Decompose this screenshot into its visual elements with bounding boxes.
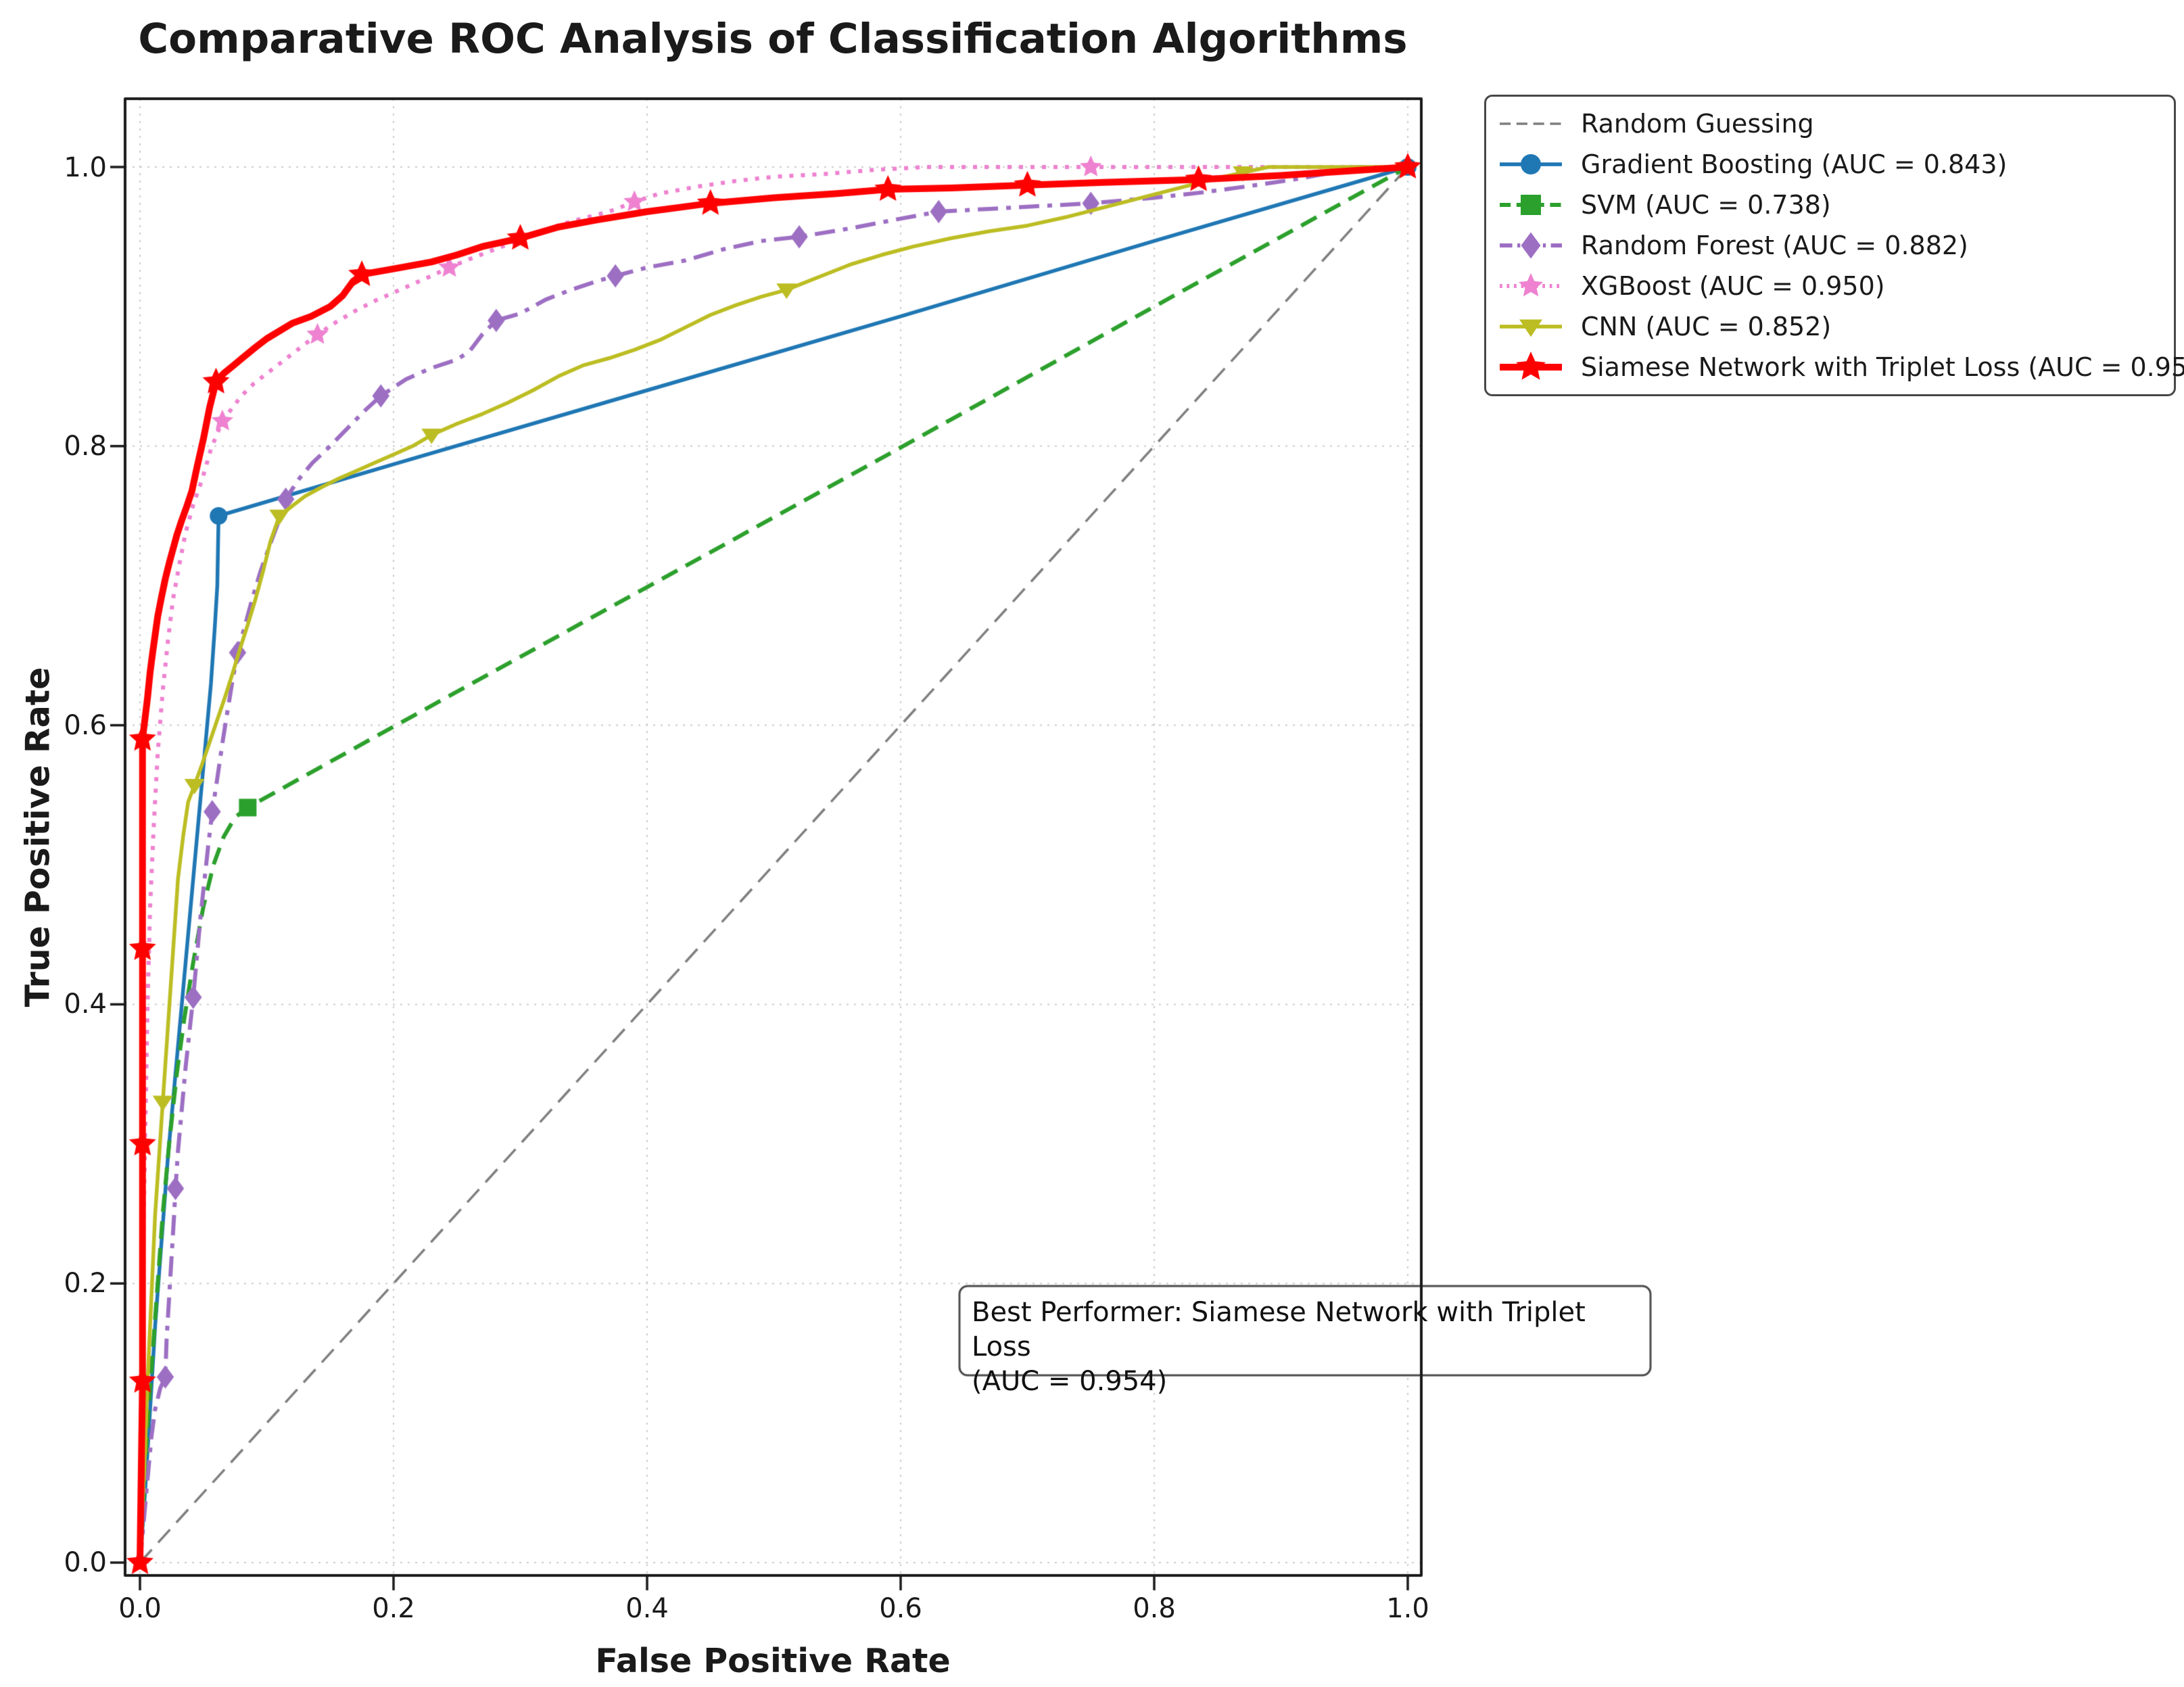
legend-label: Random Guessing [1581,109,1814,139]
x-tick-label: 0.0 [118,1593,162,1624]
legend-row-gradient-boosting: Gradient Boosting (AUC = 0.843) [1497,144,2174,185]
legend-line-icon [1500,154,1562,174]
legend-label: Random Forest (AUC = 0.882) [1581,231,1968,260]
legend-label: XGBoost (AUC = 0.950) [1581,271,1885,301]
y-tick-label: 0.4 [64,989,107,1020]
legend: Random Guessing Gradient Boosting (AUC =… [1484,95,2184,396]
legend-label: Gradient Boosting (AUC = 0.843) [1581,149,2008,179]
legend-label: SVM (AUC = 0.738) [1581,190,1831,220]
legend-row-siamese: Siamese Network with Triplet Loss (AUC =… [1497,347,2184,387]
legend-line-icon [1500,122,1562,125]
x-axis-label: False Positive Rate [595,1642,951,1680]
legend-row-cnn: CNN (AUC = 0.852) [1497,306,2174,347]
legend-label: Siamese Network with Triplet Loss (AUC =… [1581,352,2184,382]
legend-line-icon [1500,352,1562,380]
x-tick-label: 0.6 [879,1593,922,1624]
legend-line-icon [1500,232,1562,259]
y-tick-label: 0.0 [64,1547,107,1578]
x-tick-label: 1.0 [1386,1593,1429,1624]
legend-line-icon [1500,273,1562,297]
legend-line-icon [1500,319,1562,337]
y-tick-label: 0.8 [64,431,107,462]
best-performer-annotation: Best Performer: Siamese Network with Tri… [972,1296,1641,1399]
x-tick-label: 0.4 [625,1593,669,1624]
legend-row-svm: SVM (AUC = 0.738) [1497,185,2174,225]
legend-label: CNN (AUC = 0.852) [1581,312,1832,341]
legend-row-random-guessing: Random Guessing [1497,103,2174,144]
x-tick-label: 0.8 [1133,1593,1176,1624]
y-tick-label: 0.6 [64,710,107,741]
chart-title: Comparative ROC Analysis of Classificati… [138,15,1408,63]
legend-line-icon [1500,195,1562,215]
y-tick-label: 0.2 [64,1268,107,1299]
y-tick-label: 1.0 [64,152,107,183]
annotation-line-1: Best Performer: Siamese Network with Tri… [972,1297,1586,1362]
x-tick-label: 0.2 [372,1593,415,1624]
legend-row-random-forest: Random Forest (AUC = 0.882) [1497,225,2174,266]
legend-row-xgboost: XGBoost (AUC = 0.950) [1497,266,2174,306]
annotation-line-2: (AUC = 0.954) [972,1366,1168,1397]
